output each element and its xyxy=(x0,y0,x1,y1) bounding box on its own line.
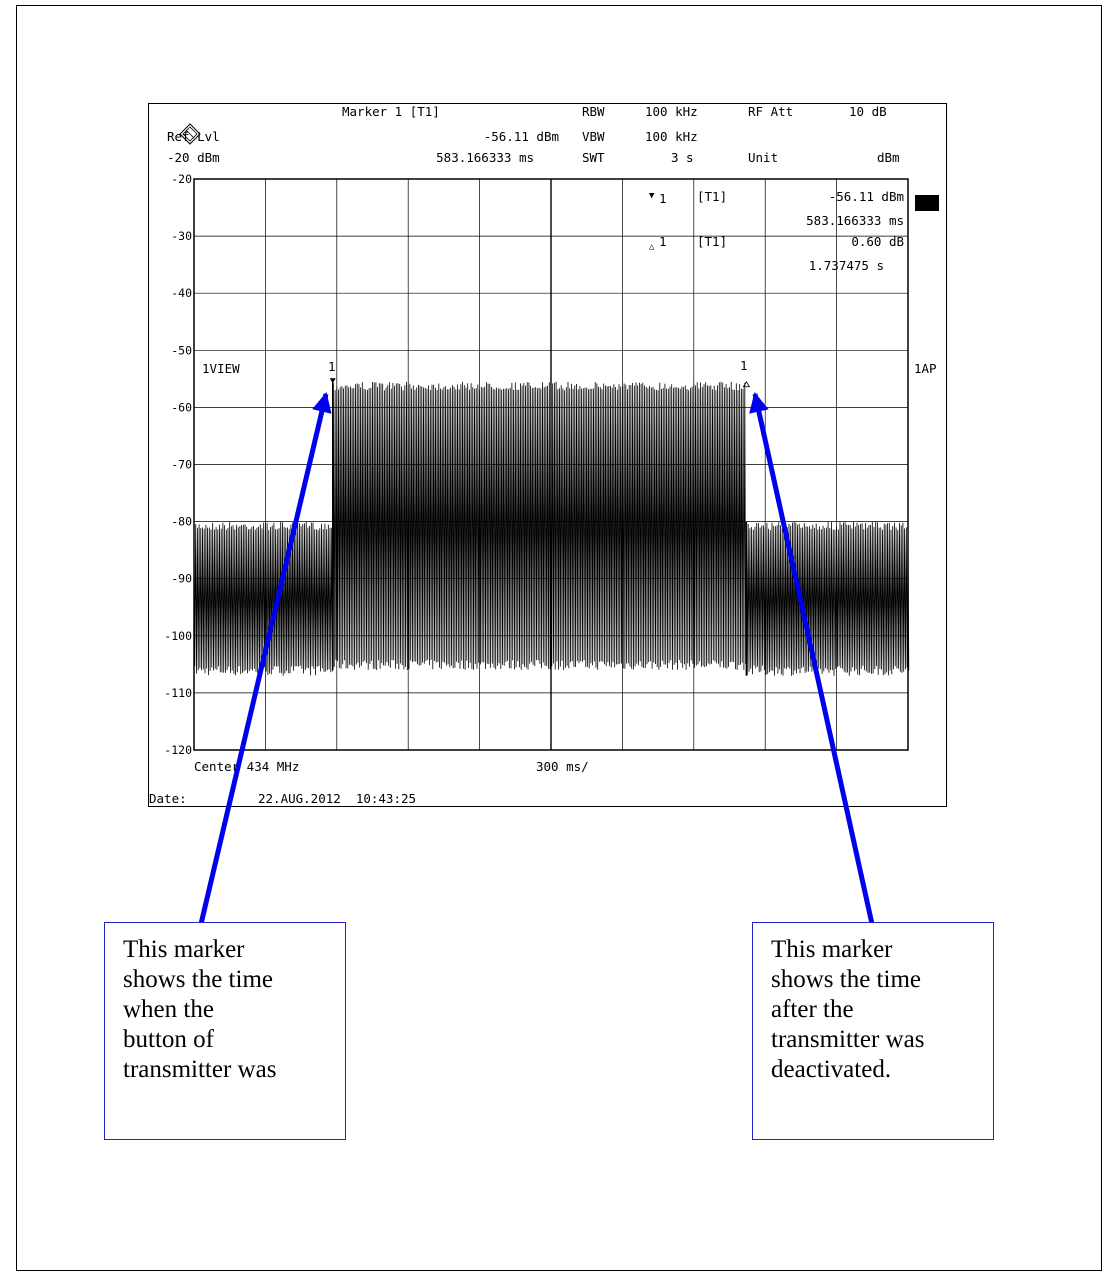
y-tick-labels: -20 -30 -40 -50 -60 -70 -80 -90 -100 -110 -120 xyxy=(164,172,192,757)
d1-tag: [T1] xyxy=(697,234,728,249)
left-callout-line: button of xyxy=(123,1026,214,1053)
trace-mode-label: 1AP xyxy=(914,361,937,376)
view-label: 1VIEW xyxy=(202,361,240,376)
right-callout-line: deactivated. xyxy=(771,1056,892,1083)
vbw-value: 100 kHz xyxy=(645,129,698,144)
swt-value: 3 s xyxy=(671,150,694,165)
d1-flag: 1 xyxy=(740,358,748,373)
d1-index: 1 xyxy=(659,234,667,249)
m1-flag: 1 xyxy=(328,359,336,374)
trace-line xyxy=(193,381,910,676)
rfatt-label: RF Att xyxy=(748,104,794,119)
left-callout-line: shows the time xyxy=(123,966,273,993)
y-tick-label: -40 xyxy=(171,286,192,300)
d1-level-readout: 0.60 dB xyxy=(851,234,904,249)
trace-group xyxy=(193,381,910,676)
right-callout-line: after the xyxy=(771,996,854,1023)
unit-label: Unit xyxy=(748,150,779,165)
y-tick-label: -50 xyxy=(171,343,192,357)
page-frame xyxy=(16,5,1102,1271)
d1-time-readout: 1.737475 s xyxy=(808,258,884,273)
marker-header: Marker 1 [T1] xyxy=(342,104,440,119)
left-callout-line: when the xyxy=(123,996,214,1023)
right-callout-line: This marker xyxy=(771,936,893,963)
right-callout: This marker shows the time after the tra… xyxy=(752,922,994,1140)
m1-tag: [T1] xyxy=(697,189,728,204)
y-tick-label: -80 xyxy=(171,515,192,529)
y-tick-label: -30 xyxy=(171,229,192,243)
rbw-value: 100 kHz xyxy=(645,104,698,119)
marker-level: -56.11 dBm xyxy=(483,129,559,144)
vbw-label: VBW xyxy=(582,129,605,144)
rbw-label: RBW xyxy=(582,104,605,119)
trace-plot: -20 -30 -40 -50 -60 -70 -80 -90 -100 -110 -120 xyxy=(164,172,910,757)
y-tick-label: -20 xyxy=(171,172,192,186)
rs-logo xyxy=(149,109,201,145)
m1-time-readout: 583.166333 ms xyxy=(806,213,904,228)
m1-level-readout: -56.11 dBm xyxy=(828,189,904,204)
date-label: Date: xyxy=(149,791,187,806)
swt-label: SWT xyxy=(582,150,605,165)
right-callout-line: shows the time xyxy=(771,966,921,993)
delta-marker-triangle xyxy=(742,380,751,388)
date-value: 22.AUG.2012 10:43:25 xyxy=(258,791,417,806)
right-callout-line: transmitter was xyxy=(771,1026,925,1053)
marker-1-triangle xyxy=(329,378,336,384)
m1-index: 1 xyxy=(659,191,667,206)
spectrum-analyzer-screenshot: Marker 1 [T1] RBW 100 kHz RF Att 10 dB R… xyxy=(148,103,947,807)
rfatt-value: 10 dB xyxy=(849,104,887,119)
marker-group xyxy=(329,378,751,388)
y-tick-label: -60 xyxy=(171,400,192,414)
d1-symbol: △ xyxy=(649,242,655,252)
y-tick-label: -120 xyxy=(164,743,192,757)
left-callout: This marker shows the time when the butt… xyxy=(104,922,346,1140)
center-frequency: Center 434 MHz xyxy=(194,759,300,774)
y-tick-label: -90 xyxy=(171,572,192,586)
unit-value: dBm xyxy=(877,150,900,165)
ref-lvl-value: -20 dBm xyxy=(167,150,220,165)
y-tick-label: -110 xyxy=(164,686,192,700)
y-tick-label: -100 xyxy=(164,629,192,643)
m1-symbol: ▼ xyxy=(649,191,655,201)
time-per-division: 300 ms/ xyxy=(536,759,589,774)
marker-time: 583.166333 ms xyxy=(436,150,534,165)
left-callout-line: This marker xyxy=(123,936,245,963)
left-callout-line: transmitter was xyxy=(123,1056,277,1083)
trace-indicator xyxy=(915,195,939,211)
y-tick-label: -70 xyxy=(171,458,192,472)
ref-lvl-label: Ref Lvl xyxy=(167,129,220,144)
